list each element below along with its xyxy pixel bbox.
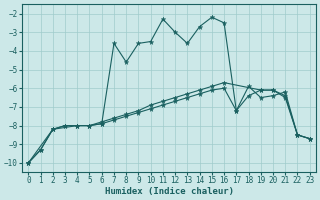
X-axis label: Humidex (Indice chaleur): Humidex (Indice chaleur): [105, 187, 234, 196]
